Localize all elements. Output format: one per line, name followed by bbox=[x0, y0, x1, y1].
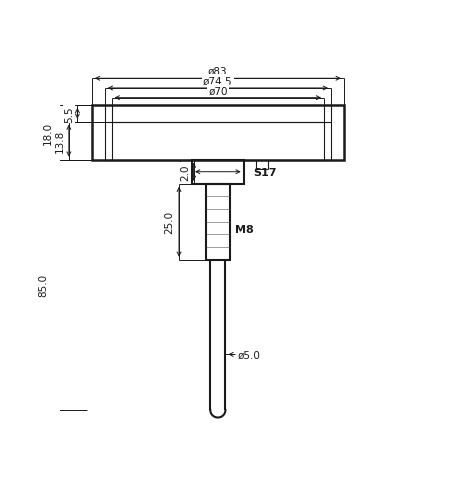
Bar bbox=[205, 184, 230, 260]
Text: M8: M8 bbox=[235, 225, 253, 235]
Text: 5.5: 5.5 bbox=[64, 106, 73, 122]
Text: 2.0: 2.0 bbox=[179, 164, 190, 181]
Text: S17: S17 bbox=[253, 167, 276, 177]
Text: 13.8: 13.8 bbox=[55, 130, 65, 153]
Text: 18.0: 18.0 bbox=[43, 121, 53, 145]
Text: ø70: ø70 bbox=[207, 86, 227, 96]
Text: 25.0: 25.0 bbox=[164, 211, 174, 234]
Text: ø74.5: ø74.5 bbox=[202, 76, 232, 86]
Text: 85.0: 85.0 bbox=[38, 273, 48, 297]
Text: ø5.0: ø5.0 bbox=[237, 349, 260, 360]
Bar bbox=[92, 106, 343, 160]
Text: ø83: ø83 bbox=[207, 67, 227, 76]
Bar bbox=[192, 160, 243, 184]
